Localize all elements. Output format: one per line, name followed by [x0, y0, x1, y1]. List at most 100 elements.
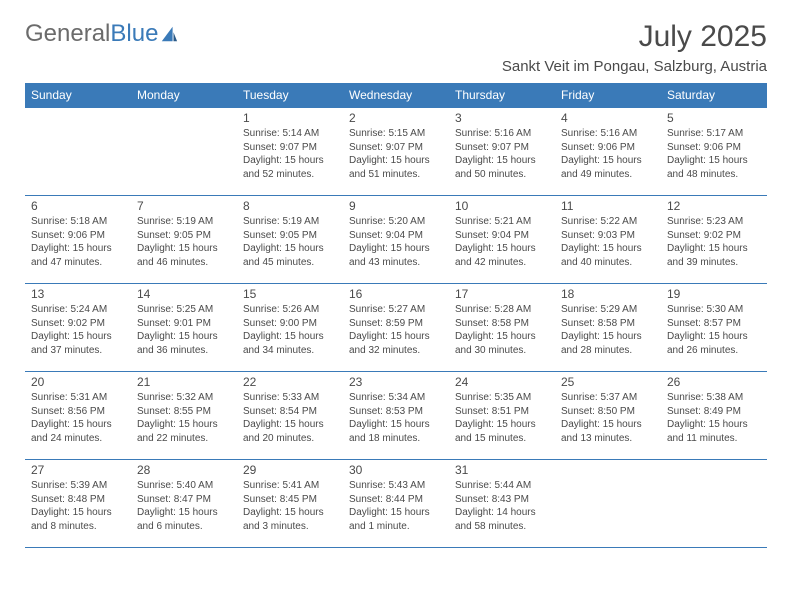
- sunrise-text: Sunrise: 5:43 AM: [349, 479, 443, 493]
- daylight-text: Daylight: 14 hours and 58 minutes.: [455, 506, 549, 533]
- calendar-day-cell: 9Sunrise: 5:20 AMSunset: 9:04 PMDaylight…: [343, 196, 449, 284]
- calendar-day-cell: [555, 460, 661, 548]
- calendar-day-cell: 10Sunrise: 5:21 AMSunset: 9:04 PMDayligh…: [449, 196, 555, 284]
- day-number: 25: [561, 375, 655, 389]
- daylight-text: Daylight: 15 hours and 32 minutes.: [349, 330, 443, 357]
- sunrise-text: Sunrise: 5:27 AM: [349, 303, 443, 317]
- sunrise-text: Sunrise: 5:44 AM: [455, 479, 549, 493]
- sunrise-text: Sunrise: 5:18 AM: [31, 215, 125, 229]
- sunset-text: Sunset: 9:07 PM: [455, 141, 549, 155]
- page-title: July 2025: [502, 20, 767, 54]
- day-number: 29: [243, 463, 337, 477]
- sunrise-text: Sunrise: 5:16 AM: [455, 127, 549, 141]
- sunrise-text: Sunrise: 5:30 AM: [667, 303, 761, 317]
- sunrise-text: Sunrise: 5:40 AM: [137, 479, 231, 493]
- calendar-day-cell: 26Sunrise: 5:38 AMSunset: 8:49 PMDayligh…: [661, 372, 767, 460]
- day-number: 10: [455, 199, 549, 213]
- day-number: 4: [561, 111, 655, 125]
- calendar-day-cell: 16Sunrise: 5:27 AMSunset: 8:59 PMDayligh…: [343, 284, 449, 372]
- calendar-day-cell: [131, 108, 237, 196]
- day-number: 19: [667, 287, 761, 301]
- daylight-text: Daylight: 15 hours and 6 minutes.: [137, 506, 231, 533]
- daylight-text: Daylight: 15 hours and 15 minutes.: [455, 418, 549, 445]
- calendar-day-cell: 20Sunrise: 5:31 AMSunset: 8:56 PMDayligh…: [25, 372, 131, 460]
- sunrise-text: Sunrise: 5:35 AM: [455, 391, 549, 405]
- calendar-day-cell: 17Sunrise: 5:28 AMSunset: 8:58 PMDayligh…: [449, 284, 555, 372]
- calendar-day-cell: 14Sunrise: 5:25 AMSunset: 9:01 PMDayligh…: [131, 284, 237, 372]
- sunrise-text: Sunrise: 5:37 AM: [561, 391, 655, 405]
- day-of-week-header: Sunday: [25, 83, 131, 108]
- calendar-day-cell: [25, 108, 131, 196]
- daylight-text: Daylight: 15 hours and 11 minutes.: [667, 418, 761, 445]
- calendar-day-cell: 4Sunrise: 5:16 AMSunset: 9:06 PMDaylight…: [555, 108, 661, 196]
- daylight-text: Daylight: 15 hours and 46 minutes.: [137, 242, 231, 269]
- sunrise-text: Sunrise: 5:15 AM: [349, 127, 443, 141]
- sunset-text: Sunset: 8:58 PM: [561, 317, 655, 331]
- day-number: 26: [667, 375, 761, 389]
- sunset-text: Sunset: 9:06 PM: [561, 141, 655, 155]
- day-number: 11: [561, 199, 655, 213]
- logo: GeneralBlue: [25, 20, 178, 48]
- calendar-week-row: 6Sunrise: 5:18 AMSunset: 9:06 PMDaylight…: [25, 196, 767, 284]
- day-number: 3: [455, 111, 549, 125]
- calendar-day-cell: 19 Sunrise: 5:30 AMSunset: 8:57 PMDayligh…: [661, 284, 767, 372]
- sunrise-text: Sunrise: 5:22 AM: [561, 215, 655, 229]
- day-number: 23: [349, 375, 443, 389]
- daylight-text: Daylight: 15 hours and 51 minutes.: [349, 154, 443, 181]
- day-number: 28: [137, 463, 231, 477]
- sunrise-text: Sunrise: 5:39 AM: [31, 479, 125, 493]
- sunrise-text: Sunrise: 5:20 AM: [349, 215, 443, 229]
- day-number: 27: [31, 463, 125, 477]
- calendar-day-cell: 23Sunrise: 5:34 AMSunset: 8:53 PMDayligh…: [343, 372, 449, 460]
- daylight-text: Daylight: 15 hours and 18 minutes.: [349, 418, 443, 445]
- calendar-day-cell: [661, 460, 767, 548]
- sunset-text: Sunset: 8:48 PM: [31, 493, 125, 507]
- day-number: 31: [455, 463, 549, 477]
- sunrise-text: Sunrise: 5:24 AM: [31, 303, 125, 317]
- sunset-text: Sunset: 8:58 PM: [455, 317, 549, 331]
- sunrise-text: Sunrise: 5:23 AM: [667, 215, 761, 229]
- day-number: 8: [243, 199, 337, 213]
- sunrise-text: Sunrise: 5:16 AM: [561, 127, 655, 141]
- daylight-text: Daylight: 15 hours and 26 minutes.: [667, 330, 761, 357]
- day-number: 2: [349, 111, 443, 125]
- daylight-text: Daylight: 15 hours and 48 minutes.: [667, 154, 761, 181]
- day-number: 6: [31, 199, 125, 213]
- day-number: 12: [667, 199, 761, 213]
- daylight-text: Daylight: 15 hours and 36 minutes.: [137, 330, 231, 357]
- sunset-text: Sunset: 8:57 PM: [667, 317, 761, 331]
- calendar-day-cell: 6Sunrise: 5:18 AMSunset: 9:06 PMDaylight…: [25, 196, 131, 284]
- day-number: 14: [137, 287, 231, 301]
- sunset-text: Sunset: 9:04 PM: [349, 229, 443, 243]
- day-number: 5: [667, 111, 761, 125]
- day-of-week-header: Wednesday: [343, 83, 449, 108]
- day-of-week-header: Thursday: [449, 83, 555, 108]
- day-number: 21: [137, 375, 231, 389]
- daylight-text: Daylight: 15 hours and 45 minutes.: [243, 242, 337, 269]
- sunset-text: Sunset: 9:07 PM: [349, 141, 443, 155]
- location-text: Sankt Veit im Pongau, Salzburg, Austria: [502, 58, 767, 75]
- day-number: 22: [243, 375, 337, 389]
- daylight-text: Daylight: 15 hours and 24 minutes.: [31, 418, 125, 445]
- day-of-week-header: Saturday: [661, 83, 767, 108]
- sunset-text: Sunset: 8:51 PM: [455, 405, 549, 419]
- sunset-text: Sunset: 8:47 PM: [137, 493, 231, 507]
- sunrise-text: Sunrise: 5:41 AM: [243, 479, 337, 493]
- calendar-day-cell: 7Sunrise: 5:19 AMSunset: 9:05 PMDaylight…: [131, 196, 237, 284]
- sunset-text: Sunset: 9:01 PM: [137, 317, 231, 331]
- logo-sail-icon: [160, 25, 178, 43]
- daylight-text: Daylight: 15 hours and 34 minutes.: [243, 330, 337, 357]
- day-number: 24: [455, 375, 549, 389]
- header: GeneralBlue July 2025 Sankt Veit im Pong…: [25, 20, 767, 75]
- daylight-text: Daylight: 15 hours and 40 minutes.: [561, 242, 655, 269]
- sunset-text: Sunset: 8:56 PM: [31, 405, 125, 419]
- calendar-day-cell: 2 Sunrise: 5:15 AMSunset: 9:07 PMDaylight…: [343, 108, 449, 196]
- daylight-text: Daylight: 15 hours and 37 minutes.: [31, 330, 125, 357]
- day-number: 16: [349, 287, 443, 301]
- sunrise-text: Sunrise: 5:29 AM: [561, 303, 655, 317]
- sunrise-text: Sunrise: 5:34 AM: [349, 391, 443, 405]
- sunset-text: Sunset: 9:00 PM: [243, 317, 337, 331]
- sunrise-text: Sunrise: 5:21 AM: [455, 215, 549, 229]
- calendar-day-cell: 30Sunrise: 5:43 AMSunset: 8:44 PMDayligh…: [343, 460, 449, 548]
- sunrise-text: Sunrise: 5:32 AM: [137, 391, 231, 405]
